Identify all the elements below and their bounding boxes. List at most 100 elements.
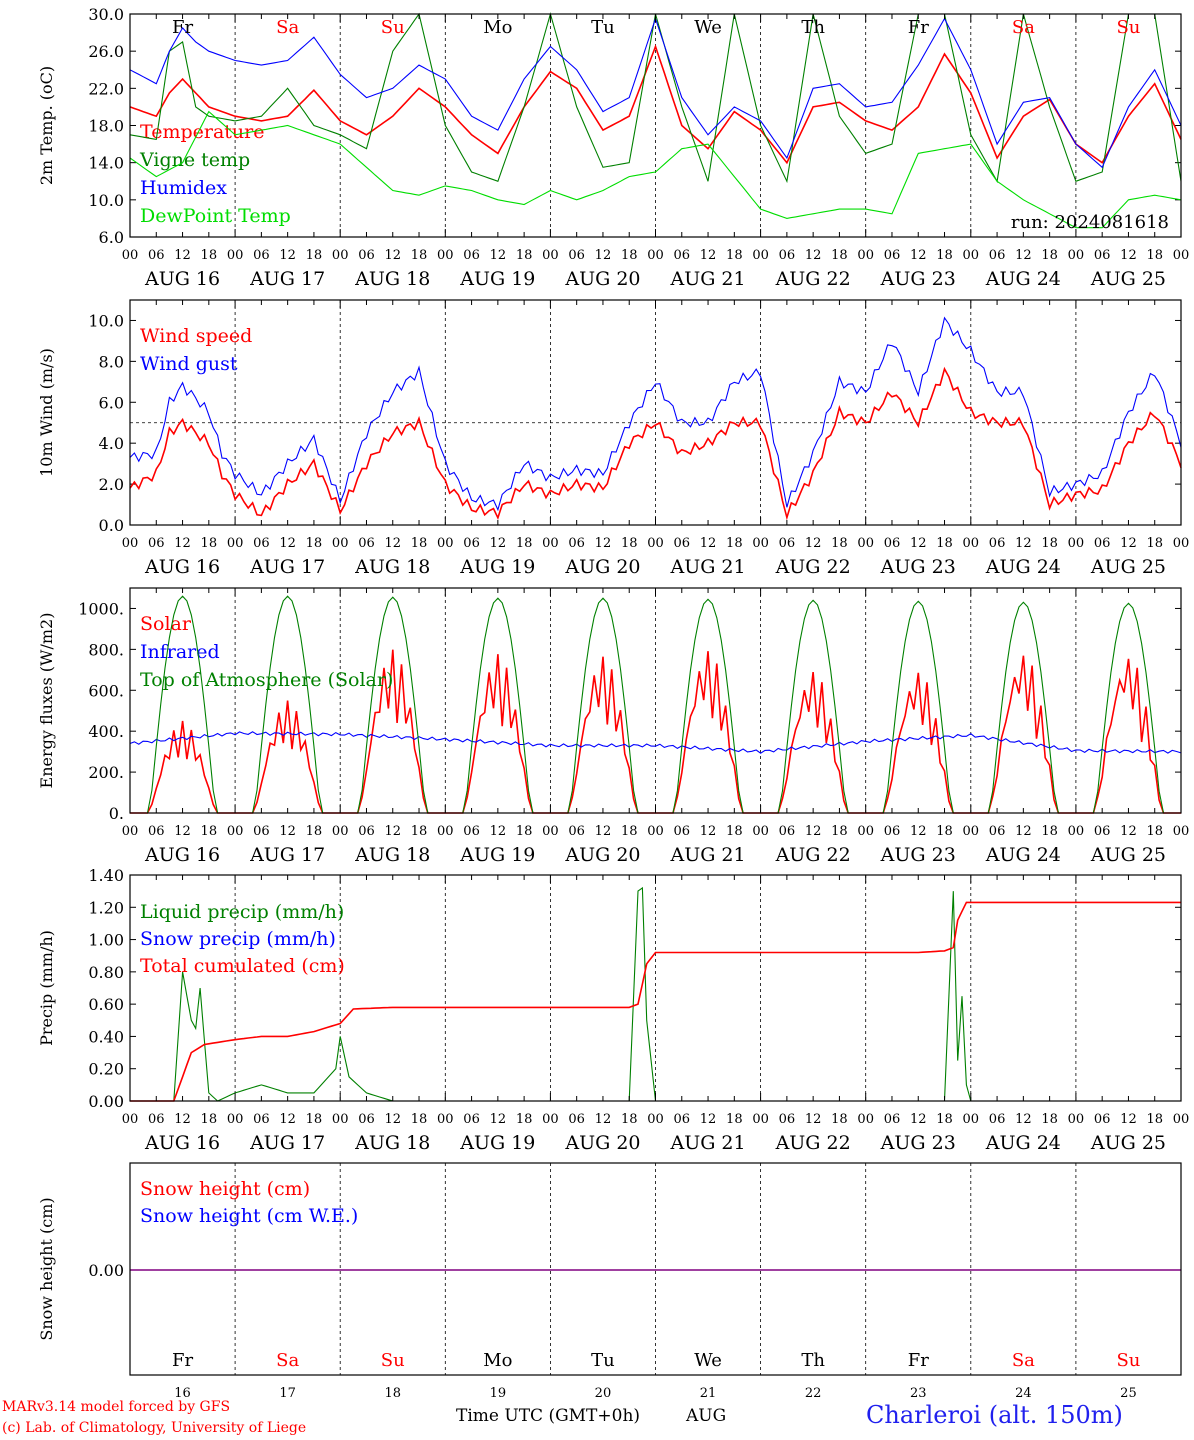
legend-entry: Humidex [140, 177, 227, 199]
day-number-label: 21 [700, 1386, 717, 1401]
hour-label: 12 [595, 824, 612, 839]
hour-label: 06 [884, 824, 901, 839]
legend-entry: Wind gust [140, 353, 238, 375]
date-label: AUG 18 [354, 556, 430, 578]
hour-label: 12 [384, 824, 401, 839]
hour-label: 00 [1173, 248, 1190, 263]
hour-label: 06 [1094, 536, 1111, 551]
hour-label: 00 [752, 248, 769, 263]
legend-entry: Vigne temp [139, 149, 250, 171]
y-tick-label: 1.00 [88, 931, 124, 950]
hour-label: 06 [989, 824, 1006, 839]
y-tick-label: 0.60 [88, 995, 124, 1014]
hour-label: 18 [936, 824, 953, 839]
y-tick-label: 10.0 [88, 191, 124, 210]
hour-label: 06 [884, 248, 901, 263]
hour-label: 00 [227, 1112, 244, 1127]
date-label: AUG 19 [459, 268, 535, 290]
date-label: AUG 24 [985, 268, 1061, 290]
hour-label: 18 [726, 248, 743, 263]
hour-label: 12 [174, 248, 191, 263]
y-tick-label: 4.0 [99, 434, 124, 453]
date-label: AUG 25 [1090, 844, 1166, 866]
hour-label: 00 [437, 536, 454, 551]
time-axis-label: Time UTC (GMT+0h) [456, 1406, 641, 1426]
hour-label: 00 [963, 824, 980, 839]
y-tick-label: 0.00 [88, 1261, 124, 1280]
date-label: AUG 16 [144, 844, 220, 866]
hour-label: 00 [1173, 536, 1190, 551]
date-label: AUG 23 [880, 1132, 956, 1154]
y-tick-label: 10.0 [88, 311, 124, 330]
hour-label: 12 [174, 824, 191, 839]
y-tick-label: 30.0 [88, 5, 124, 24]
hour-label: 12 [490, 536, 507, 551]
day-name-label: We [694, 1350, 722, 1371]
hour-label: 06 [779, 1112, 796, 1127]
hour-label: 00 [227, 248, 244, 263]
day-name-label: We [694, 17, 722, 38]
hour-label: 12 [279, 824, 296, 839]
hour-label: 00 [1173, 824, 1190, 839]
date-label: AUG 24 [985, 844, 1061, 866]
hour-label: 06 [148, 824, 165, 839]
hour-label: 00 [122, 824, 139, 839]
date-label: AUG 18 [354, 844, 430, 866]
hour-label: 06 [568, 536, 585, 551]
hour-label: 18 [621, 1112, 638, 1127]
legend-entry: Wind speed [140, 325, 252, 347]
hour-label: 06 [148, 1112, 165, 1127]
hour-label: 06 [148, 248, 165, 263]
hour-label: 12 [1120, 824, 1137, 839]
date-label: AUG 17 [249, 268, 325, 290]
hour-label: 12 [279, 536, 296, 551]
hour-label: 18 [516, 824, 533, 839]
hour-label: 00 [963, 536, 980, 551]
date-label: AUG 24 [985, 556, 1061, 578]
hour-label: 06 [463, 1112, 480, 1127]
date-label: AUG 19 [459, 844, 535, 866]
hour-label: 06 [463, 824, 480, 839]
hour-label: 06 [779, 824, 796, 839]
hour-label: 18 [411, 824, 428, 839]
hour-label: 18 [1146, 536, 1163, 551]
hour-label: 12 [1015, 1112, 1032, 1127]
hour-label: 06 [674, 1112, 691, 1127]
date-label: AUG 16 [144, 1132, 220, 1154]
day-name-label: Th [801, 17, 825, 38]
hour-label: 18 [726, 824, 743, 839]
legend-entry: Snow height (cm W.E.) [140, 1205, 358, 1227]
hour-label: 18 [201, 824, 218, 839]
day-number-label: 23 [910, 1386, 927, 1401]
date-label: AUG 19 [459, 1132, 535, 1154]
y-axis-label: 2m Temp. (oC) [37, 66, 56, 185]
station-label: Charleroi (alt. 150m) [866, 1401, 1123, 1429]
hour-label: 12 [595, 248, 612, 263]
y-tick-label: 0.80 [88, 963, 124, 982]
hour-label: 18 [1041, 824, 1058, 839]
hour-label: 00 [1068, 536, 1085, 551]
date-label: AUG 23 [880, 268, 956, 290]
hour-label: 00 [542, 248, 559, 263]
hour-label: 12 [595, 536, 612, 551]
y-tick-label: 18.0 [88, 117, 124, 136]
hour-label: 00 [227, 536, 244, 551]
hour-label: 00 [122, 1112, 139, 1127]
series-line-infrared [129, 731, 1182, 754]
lab-credit: (c) Lab. of Climatology, University of L… [2, 1420, 307, 1436]
hour-label: 18 [201, 536, 218, 551]
hour-label: 00 [437, 1112, 454, 1127]
hour-label: 18 [411, 248, 428, 263]
date-label: AUG 17 [249, 556, 325, 578]
hour-label: 18 [621, 248, 638, 263]
hour-label: 12 [595, 1112, 612, 1127]
day-name-label: Sa [1012, 1350, 1035, 1371]
hour-label: 00 [752, 824, 769, 839]
legend-entry: DewPoint Temp [140, 205, 291, 227]
hour-label: 12 [384, 1112, 401, 1127]
hour-label: 12 [700, 824, 717, 839]
hour-label: 06 [989, 1112, 1006, 1127]
y-tick-label: 1000. [78, 599, 124, 618]
hour-label: 06 [884, 1112, 901, 1127]
hour-label: 00 [332, 536, 349, 551]
